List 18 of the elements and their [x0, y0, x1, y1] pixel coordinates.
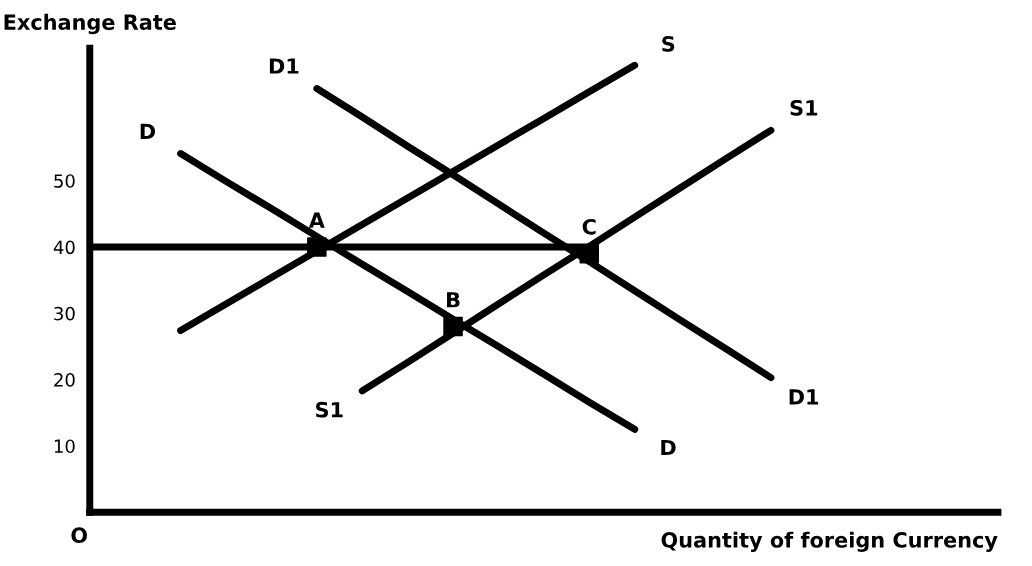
data-label: D — [661, 439, 676, 456]
y-axis-title: Exchange Rate — [4, 13, 176, 35]
data-label: S1 — [790, 99, 818, 116]
data-label: B — [447, 292, 460, 308]
data-label: A — [308, 212, 325, 228]
data-label: S1 — [316, 401, 343, 418]
y-tick-label: 20 — [54, 373, 75, 387]
data-label: C — [582, 218, 596, 235]
data-label: S — [662, 36, 675, 52]
y-tick-label: 10 — [54, 439, 75, 454]
y-tick-label: 40 — [53, 240, 75, 255]
x-axis-title: Quantity of foreign Currency — [661, 531, 998, 552]
data-label: D1 — [269, 58, 299, 74]
data-label: D1 — [789, 389, 819, 405]
text: O — [71, 527, 87, 544]
y-tick-label: 30 — [54, 306, 75, 321]
data-label: D — [140, 123, 156, 139]
y-tick-label: 50 — [54, 174, 75, 188]
